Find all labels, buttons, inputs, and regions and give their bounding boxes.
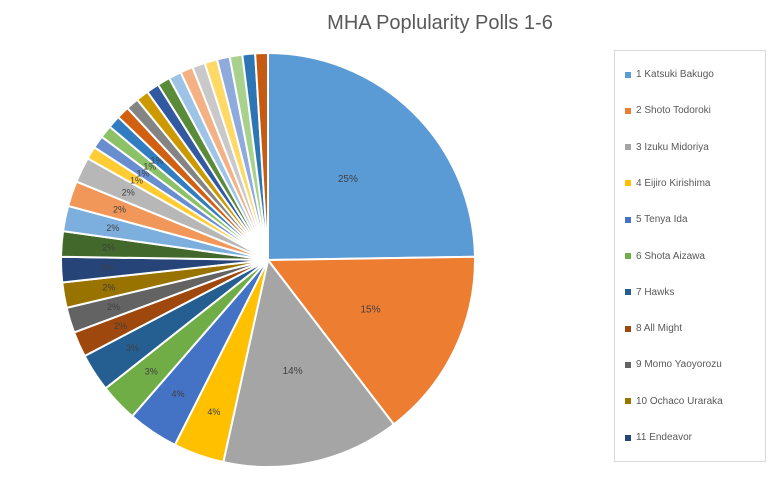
legend-swatch	[625, 71, 631, 78]
data-label-2: 15%	[360, 305, 380, 316]
legend-entry-9: 9 Momo Yaoyorozu	[625, 359, 722, 370]
legend-entry-7: 7 Hawks	[625, 287, 674, 298]
legend-label: 8 All Might	[636, 323, 683, 335]
chart-title: MHA Poplularity Polls 1-6	[327, 12, 553, 34]
legend-entry-3: 3 Izuku Midoriya	[625, 142, 709, 153]
legend-entry-6: 6 Shota Aizawa	[625, 251, 705, 262]
data-label-13: 2%	[106, 223, 119, 233]
data-label-12: 2%	[102, 243, 115, 253]
pie-slice-3	[222, 257, 396, 468]
pie-slice-1	[267, 51, 476, 262]
legend-label: 10 Ochaco Uraraka	[636, 395, 723, 407]
legend-entry-11: 11 Endeavor	[625, 432, 692, 443]
legend-swatch	[625, 398, 631, 405]
chart-legend: 1 Katsuki Bakugo 2 Shoto Todoroki 3 Izuku …	[614, 50, 766, 462]
legend-swatch	[625, 253, 631, 259]
data-label-4: 4%	[207, 407, 220, 417]
legend-label: 4 Eijiro Kirishima	[636, 177, 711, 189]
pie-chart: 25%15%14%4%4%3%3%2%2%2%2%2%2%2%2%1%1%1%1…	[60, 51, 476, 468]
legend-swatch	[625, 325, 631, 332]
data-label-11: 2%	[100, 263, 113, 273]
data-label-6: 3%	[145, 366, 158, 376]
data-label-8: 2%	[114, 321, 127, 331]
pie-slice-2	[265, 255, 476, 426]
legend-swatch	[625, 434, 631, 441]
legend-label: 9 Momo Yaoyorozu	[636, 359, 722, 371]
data-label-14: 2%	[113, 205, 126, 215]
data-label-15: 2%	[122, 187, 135, 197]
legend-label: 11 Endeavor	[636, 432, 692, 443]
data-label-17: 1%	[136, 168, 149, 178]
legend-entry-4: 4 Eijiro Kirishima	[625, 178, 710, 189]
data-label-9: 2%	[107, 302, 120, 312]
legend-label: 1 Katsuki Bakugo	[636, 69, 714, 80]
legend-swatch	[625, 361, 631, 368]
data-label-3: 14%	[283, 366, 303, 377]
legend-entry-2: 2 Shoto Todoroki	[625, 105, 711, 116]
legend-label: 6 Shota Aizawa	[636, 250, 705, 262]
legend-label: 3 Izuku Midoriya	[636, 141, 709, 153]
legend-label: 5 Tenya Ida	[636, 214, 688, 226]
data-label-18: 1%	[143, 162, 156, 172]
legend-swatch	[625, 216, 631, 223]
legend-entry-1: 1 Katsuki Bakugo	[625, 69, 714, 80]
data-label-10: 2%	[102, 282, 115, 292]
legend-swatch	[625, 289, 631, 296]
legend-swatch	[625, 180, 631, 187]
legend-label: 2 Shoto Todoroki	[636, 105, 711, 117]
legend-entry-5: 5 Tenya Ida	[625, 214, 688, 225]
data-label-5: 4%	[172, 389, 185, 399]
legend-entry-10: 10 Ochaco Uraraka	[625, 396, 723, 407]
legend-label: 7 Hawks	[636, 286, 675, 298]
data-label-16: 1%	[130, 175, 143, 185]
pie-slice-32	[254, 51, 269, 261]
data-label-7: 3%	[126, 343, 139, 353]
legend-swatch	[625, 144, 631, 151]
legend-entry-8: 8 All Might	[625, 323, 682, 334]
data-label-1: 25%	[338, 174, 358, 185]
data-label-19: 1%	[151, 156, 164, 166]
legend-swatch	[625, 107, 631, 114]
